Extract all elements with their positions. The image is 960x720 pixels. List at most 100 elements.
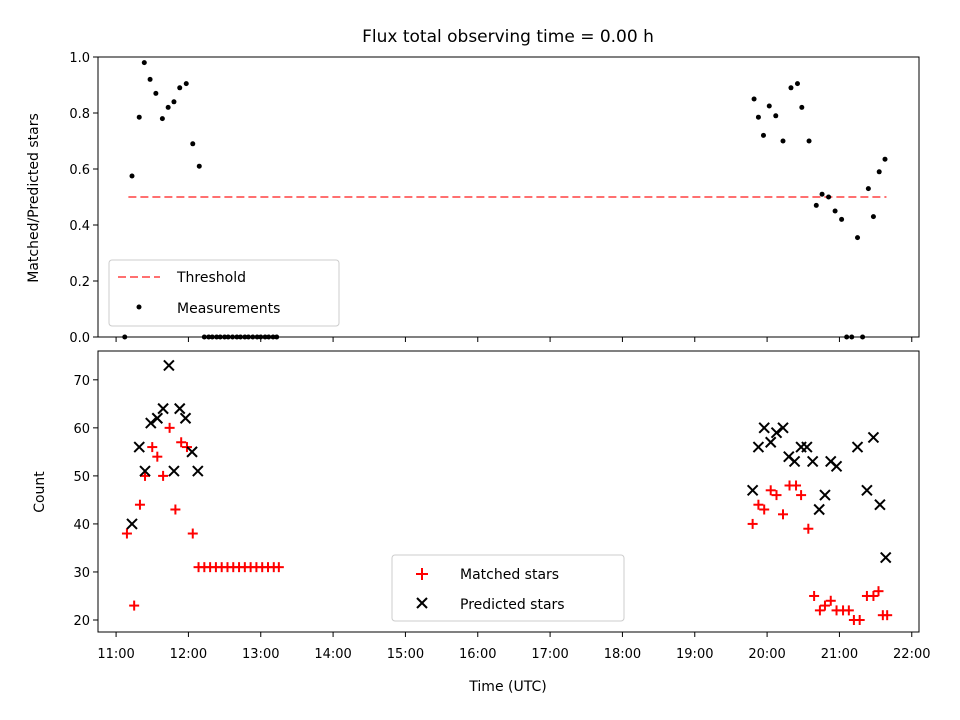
bottom-y-tick-label: 20 (73, 614, 90, 629)
matched-star-marker (273, 562, 284, 573)
measurement-point (190, 141, 196, 147)
measurement-point (766, 103, 772, 109)
measurements-legend-label: Measurements (177, 301, 280, 317)
measurements-legend-swatch (136, 304, 142, 310)
matched-star-marker (873, 586, 884, 597)
predicted-star-marker (139, 465, 151, 477)
x-tick-label: 16:00 (459, 647, 496, 662)
measurement-point (183, 81, 189, 87)
predicted-star-stroke-b (788, 455, 801, 468)
matched-star-marker (778, 509, 789, 520)
bottom-y-axis-label: Count (32, 471, 48, 513)
top-axis-ticks: 0.0 0.2 0.4 0.6 0.8 1.0 (69, 51, 913, 346)
predicted-star-stroke-b (151, 412, 164, 424)
predicted-star-stroke-b (752, 441, 765, 453)
predicted-legend-swatch (416, 597, 428, 609)
matched-star-marker (158, 470, 169, 481)
matched-star-marker (814, 605, 825, 616)
predicted-star-marker (126, 518, 138, 530)
predicted-star-stroke-b (157, 402, 169, 415)
matched-star-marker (753, 499, 764, 510)
matched-star-marker (152, 451, 163, 462)
measurement-point (136, 114, 142, 120)
measurement-point (794, 81, 800, 87)
matched-star-marker (882, 610, 893, 621)
top-legend-box (108, 259, 340, 327)
predicted-star-marker (168, 465, 180, 477)
measurement-points-layer (122, 60, 888, 340)
predicted-star-marker (145, 417, 157, 429)
matched-stars-layer (121, 422, 893, 625)
predicted-star-marker (758, 422, 770, 434)
matched-star-marker (854, 614, 865, 625)
matched-star-marker (771, 490, 782, 501)
top-panel: 0.0 0.2 0.4 0.6 0.8 1.0 Matched/Predicted sta… (26, 51, 920, 346)
matched-star-marker (809, 590, 820, 601)
predicted-star-marker (151, 412, 164, 424)
predicted-star-marker (788, 455, 801, 468)
x-tick-label: 17:00 (531, 647, 568, 662)
predicted-star-marker (874, 499, 886, 511)
measurement-point (171, 99, 177, 105)
measurement-point (882, 156, 888, 162)
chart-title: Flux total observing time = 0.00 h (362, 27, 654, 47)
measurement-point (760, 132, 766, 138)
measurement-point (819, 191, 825, 197)
predicted-star-marker (192, 465, 204, 477)
top-y-tick-label: 1.0 (69, 51, 90, 66)
matched-legend-label: Matched stars (460, 567, 559, 583)
top-y-tick-label: 0.0 (69, 331, 90, 346)
measurement-point (865, 186, 871, 192)
matched-star-marker (825, 595, 836, 606)
predicted-star-marker (806, 455, 819, 468)
matched-star-marker (187, 528, 198, 539)
bottom-axis-ticks: 11:00 12:00 13:00 14:00 15:00 16:00 17:00 18:00… (73, 374, 930, 662)
predicted-star-marker (777, 422, 789, 434)
predicted-star-stroke-b (168, 465, 180, 477)
matched-star-marker (843, 605, 854, 616)
matched-star-marker (129, 600, 140, 611)
predicted-star-stroke-b (139, 465, 151, 477)
measurement-point (839, 216, 845, 222)
predicted-star-marker (861, 484, 873, 497)
matched-legend-swatch (416, 568, 428, 580)
predicted-star-marker (186, 446, 198, 458)
measurement-point (832, 208, 838, 214)
predicted-star-stroke-b (133, 441, 145, 453)
predicted-star-stroke-b (765, 436, 777, 448)
predicted-star-stroke-b (783, 450, 795, 463)
bottom-plot-frame (97, 350, 920, 633)
matched-star-marker (176, 437, 187, 448)
measurement-point (196, 163, 202, 169)
predicted-star-stroke-b (179, 412, 192, 424)
predicted-star-stroke-b (746, 484, 759, 497)
predicted-star-marker (752, 441, 765, 453)
predicted-star-stroke-b (874, 499, 886, 511)
measurement-point (751, 96, 757, 102)
predicted-star-stroke-b (813, 503, 825, 516)
bottom-legend-box (391, 554, 625, 622)
x-tick-label: 21:00 (821, 647, 858, 662)
matched-star-marker (170, 504, 181, 515)
x-tick-label: 15:00 (387, 647, 424, 662)
matched-star-marker (765, 485, 776, 496)
top-legend: Threshold Measurements (108, 259, 340, 327)
matched-star-marker (164, 422, 175, 433)
predicted-star-stroke-b (126, 518, 138, 530)
predicted-star-stroke-b (867, 431, 880, 444)
measurement-point (826, 194, 832, 200)
predicted-legend-label: Predicted stars (460, 597, 565, 613)
top-y-tick-label: 0.2 (69, 275, 90, 290)
predicted-star-stroke-b (806, 455, 819, 468)
predicted-star-stroke-b (770, 426, 783, 439)
predicted-star-stroke-b (186, 446, 198, 458)
predicted-star-marker (174, 402, 186, 415)
bottom-y-tick-label: 60 (73, 422, 90, 437)
predicted-star-marker (163, 359, 175, 372)
predicted-star-marker (830, 460, 843, 472)
measurement-point (177, 85, 183, 91)
predicted-star-marker (765, 436, 777, 448)
matched-star-marker (121, 528, 132, 539)
x-tick-label: 20:00 (748, 647, 785, 662)
measurement-point (813, 202, 819, 208)
